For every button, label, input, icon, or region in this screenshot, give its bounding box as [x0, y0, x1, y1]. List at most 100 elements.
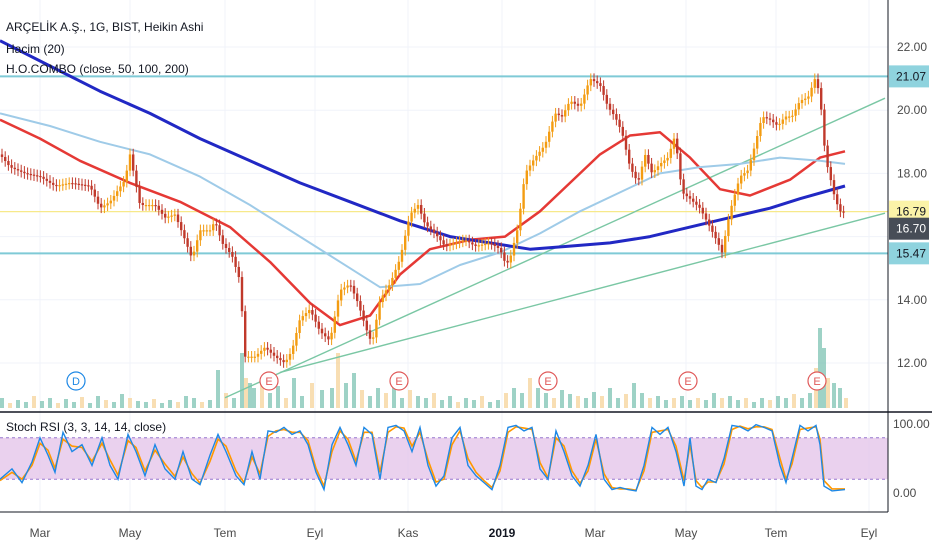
volume-bar: [216, 370, 220, 408]
legend-combo: H.O.COMBO (close, 50, 100, 200): [6, 62, 189, 76]
volume-bar: [120, 394, 124, 408]
volume-bar: [16, 400, 20, 408]
candle-body: [234, 256, 237, 267]
candle-body: [160, 209, 164, 214]
volume-bar: [512, 388, 516, 408]
volume-bar: [24, 402, 28, 408]
volume-bar: [128, 398, 132, 408]
candle-body: [199, 230, 202, 241]
volume-bar: [384, 393, 388, 408]
volume-bar: [252, 388, 256, 408]
candle-body: [666, 157, 669, 161]
event-label: E: [265, 376, 272, 388]
candle-body: [807, 96, 810, 99]
volume-bar: [224, 393, 228, 408]
candle-body: [640, 166, 644, 180]
candle-body: [42, 176, 45, 179]
volume-bar: [826, 378, 830, 408]
volume-bar: [688, 400, 692, 408]
candle-body: [157, 205, 160, 210]
volume-bar: [152, 399, 156, 408]
volume-bar: [8, 403, 12, 408]
candle-body: [692, 198, 695, 202]
candle-body: [583, 94, 586, 104]
volume-bar: [680, 396, 684, 408]
candle-body: [4, 156, 7, 162]
volume-bar: [656, 396, 660, 408]
volume-bar: [456, 402, 460, 408]
event-label: D: [72, 376, 80, 388]
time-tick-label: Kas: [398, 526, 419, 540]
candle-body: [285, 359, 288, 363]
candle-body: [208, 230, 212, 232]
candle-body: [628, 149, 631, 164]
legend-symbol: ARÇELİK A.Ş., 1G, BIST, Heikin Ashi: [6, 20, 204, 34]
candle-body: [148, 205, 151, 207]
candle-body: [516, 230, 519, 243]
event-label: E: [813, 376, 820, 388]
candle-body: [532, 160, 535, 166]
volume-bar: [330, 388, 334, 408]
volume-bar: [176, 402, 180, 408]
volume-bar: [576, 396, 580, 408]
volume-bar: [96, 396, 100, 408]
candle-body: [528, 165, 532, 171]
candle-body: [240, 277, 244, 312]
candle-body: [212, 224, 215, 231]
volume-bar: [568, 394, 572, 408]
candle-body: [656, 166, 660, 171]
candle-body: [269, 349, 272, 353]
candle-body: [320, 328, 324, 334]
price-tag-label: 21.07: [896, 69, 926, 83]
candle-body: [196, 240, 199, 252]
candle-body: [183, 230, 186, 239]
candle-body: [794, 109, 797, 116]
candle-body: [452, 243, 455, 245]
ma-200-line: [0, 39, 846, 251]
volume-bar: [818, 328, 822, 408]
candle-body: [730, 205, 733, 220]
time-tick-label: Eyl: [307, 526, 324, 540]
candle-body: [135, 170, 138, 187]
volume-bar: [472, 400, 476, 408]
candle-body: [576, 103, 580, 106]
candle-body: [442, 240, 445, 245]
candle-body: [423, 213, 426, 223]
candle-body: [138, 186, 141, 203]
candle-body: [404, 235, 407, 250]
volume-bar: [696, 398, 700, 408]
candle-body: [327, 336, 330, 340]
candle-body: [116, 191, 119, 196]
candle-body: [762, 117, 765, 124]
candle-body: [122, 181, 125, 187]
candle-body: [96, 196, 100, 204]
volume-bar: [560, 390, 564, 408]
candle-body: [352, 285, 356, 294]
volume-bar: [368, 396, 372, 408]
candle-body: [672, 138, 676, 149]
volume-bar: [260, 380, 264, 408]
candle-body: [365, 320, 368, 331]
candle-body: [557, 113, 560, 116]
volume-bar: [292, 378, 296, 408]
volume-bar: [268, 393, 272, 408]
price-tick-label: 18.00: [897, 166, 927, 180]
candle-body: [573, 101, 576, 104]
candle-body: [375, 319, 378, 338]
volume-bar: [72, 402, 76, 408]
volume-bar: [800, 398, 804, 408]
candle-body: [301, 316, 304, 321]
candle-body: [695, 201, 698, 205]
candle-body: [330, 332, 333, 340]
candle-body: [500, 247, 503, 253]
volume-bar: [592, 392, 596, 408]
volume-bar: [432, 393, 436, 408]
candle-body: [125, 170, 128, 182]
volume-bar: [300, 396, 304, 408]
candle-body: [567, 103, 570, 111]
candle-body: [266, 347, 269, 350]
moving-averages: [0, 39, 846, 327]
candle-body: [420, 205, 423, 214]
